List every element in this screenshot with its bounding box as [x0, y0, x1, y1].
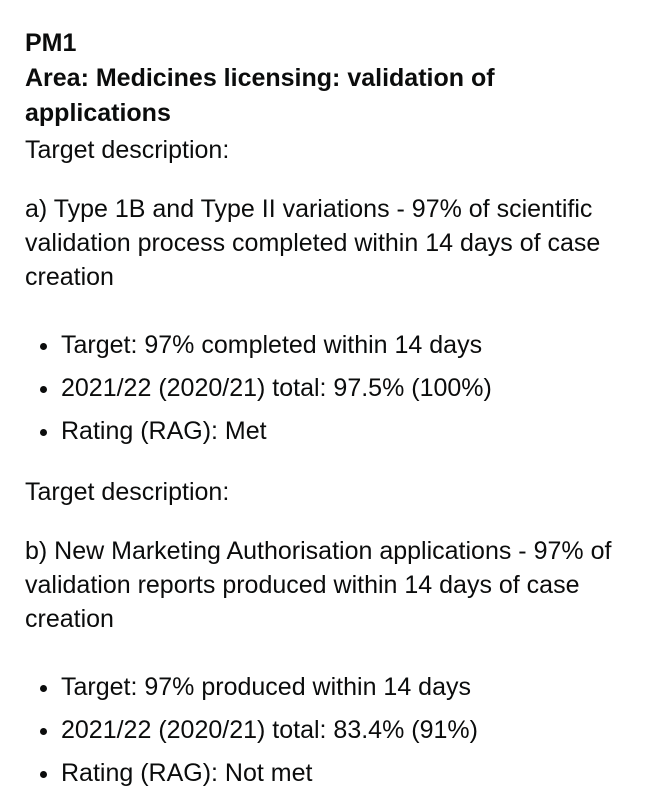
- heading-code: PM1: [25, 29, 77, 57]
- bullet: 2021/22 (2020/21) total: 83.4% (91%): [61, 709, 646, 752]
- bullet-list: Target: 97% produced within 14 days 2021…: [25, 666, 646, 795]
- bullet: Rating (RAG): Met: [61, 410, 646, 453]
- section-description: b) New Marketing Authorisation applicati…: [25, 537, 612, 633]
- bullet: Target: 97% produced within 14 days: [61, 666, 646, 709]
- section-label: Target description:: [25, 478, 230, 506]
- section-description: a) Type 1B and Type II variations - 97% …: [25, 195, 601, 291]
- section: Target description: b) New Marketing Aut…: [25, 475, 646, 795]
- section: Target description: a) Type 1B and Type …: [25, 133, 646, 453]
- heading-area: Area: Medicines licensing: validation of…: [25, 64, 495, 127]
- bullet: Rating (RAG): Not met: [61, 752, 646, 795]
- section-label: Target description:: [25, 136, 230, 164]
- bullet: Target: 97% completed within 14 days: [61, 324, 646, 367]
- bullet-list: Target: 97% completed within 14 days 202…: [25, 324, 646, 453]
- bullet: 2021/22 (2020/21) total: 97.5% (100%): [61, 367, 646, 410]
